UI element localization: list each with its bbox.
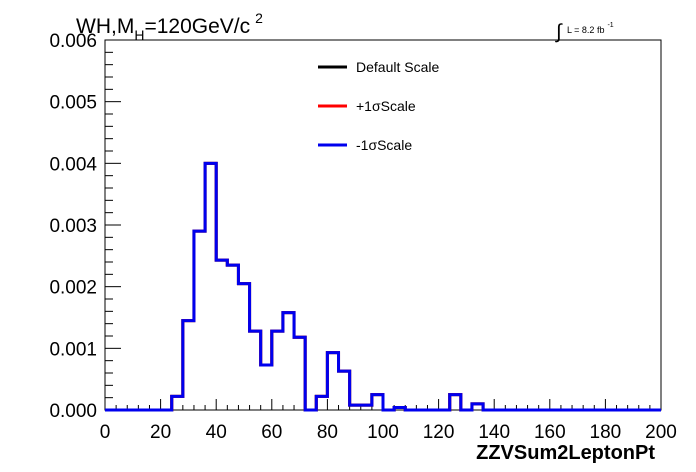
series-line bbox=[105, 161, 661, 412]
x-tick-label: 60 bbox=[261, 422, 282, 443]
x-tick-label: 160 bbox=[534, 422, 566, 443]
x-tick-label: 20 bbox=[150, 422, 171, 443]
x-tick-label: 180 bbox=[590, 422, 622, 443]
legend-entry: Default Scale bbox=[356, 59, 439, 75]
y-tick-label: 0.004 bbox=[49, 154, 97, 175]
x-tick-label: 140 bbox=[478, 422, 510, 443]
x-tick-label: 80 bbox=[317, 422, 338, 443]
y-tick-label: 0.005 bbox=[49, 93, 97, 114]
y-tick-label: 0.006 bbox=[49, 31, 97, 52]
y-tick-labels: 0.000 0.001 0.002 0.003 0.004 0.005 0.006 bbox=[49, 31, 97, 422]
integral-symbol: ∫ bbox=[555, 21, 563, 43]
histogram-series bbox=[105, 161, 661, 412]
legend-entry: +1σScale bbox=[356, 98, 416, 114]
x-tick-label: 120 bbox=[423, 422, 455, 443]
x-tick-label: 40 bbox=[206, 422, 227, 443]
y-tick-label: 0.003 bbox=[49, 216, 97, 237]
luminosity-text: L = 8.2 fb -1 bbox=[567, 22, 614, 35]
chart-title: WH,MH=120GeV/c 2 bbox=[76, 10, 263, 43]
x-tick-label: 100 bbox=[367, 422, 399, 443]
x-tick-label: 200 bbox=[645, 422, 677, 443]
y-tick-label: 0.002 bbox=[49, 278, 97, 299]
y-tick-label: 0.000 bbox=[49, 401, 97, 422]
y-tick-label: 0.001 bbox=[49, 339, 97, 360]
x-tick-labels: 0 20 40 60 80 100 120 140 160 180 200 bbox=[100, 422, 677, 443]
luminosity-label: ∫ L = 8.2 fb -1 bbox=[555, 21, 614, 43]
x-tick-label: 0 bbox=[100, 422, 111, 443]
x-axis-label: ZZVSum2LeptonPt bbox=[476, 442, 655, 464]
legend-entry: -1σScale bbox=[356, 137, 412, 153]
legend: Default Scale +1σScale -1σScale bbox=[318, 59, 439, 153]
